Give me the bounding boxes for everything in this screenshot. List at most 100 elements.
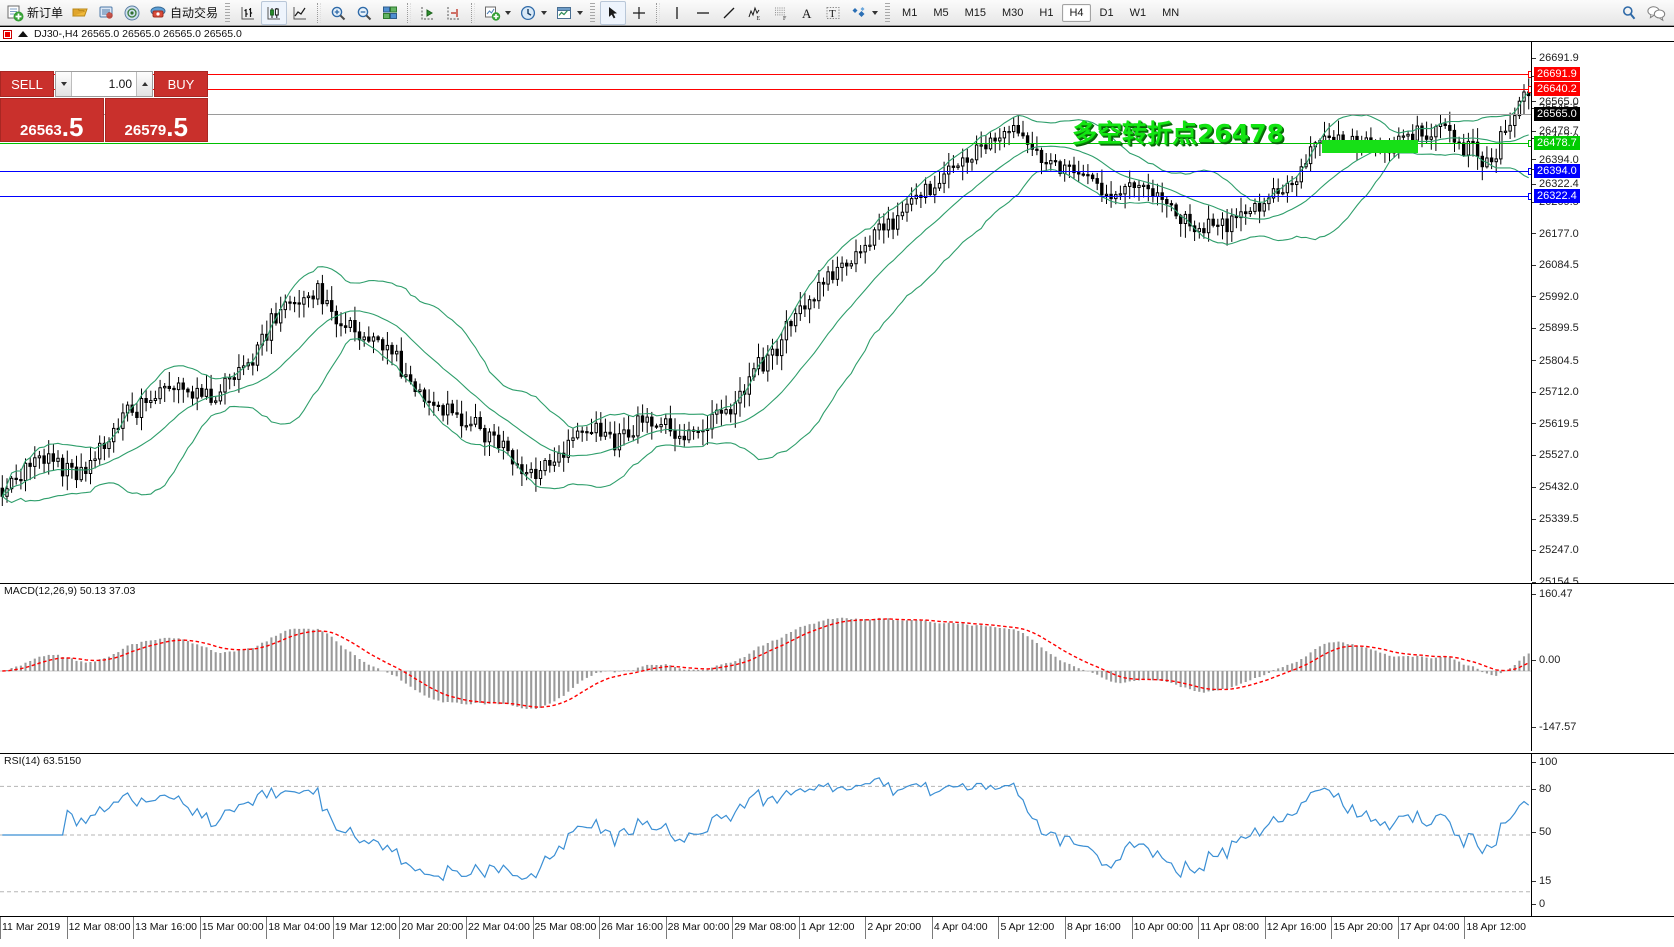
lot-size-input[interactable]: 1.00 [71, 72, 137, 96]
chart-annotation-highlight[interactable] [1322, 140, 1418, 153]
price-plot-area[interactable]: 多空转折点26478 [0, 42, 1531, 581]
chart-shift-button[interactable] [415, 1, 441, 25]
new-order-button[interactable]: 新订单 [2, 1, 67, 25]
minimize-icon[interactable] [18, 31, 28, 37]
buy-price-box[interactable]: 26579 .5 [104, 98, 208, 142]
macd-pane[interactable]: MACD(12,26,9) 50.13 37.03 160.47 0.00 -147… [0, 583, 1674, 751]
timeframe-m1[interactable]: M1 [902, 6, 918, 19]
lot-size-stepper[interactable]: 1.00 [55, 71, 153, 97]
elliott-wave-button[interactable]: E [742, 1, 768, 25]
rsi-tick-100: 100 [1532, 756, 1557, 768]
price-tick-25339-5: 25339.5 [1532, 513, 1579, 525]
chat-icon[interactable] [1646, 4, 1666, 22]
level-line-26691-9[interactable] [0, 71, 1531, 78]
level-line-26322-4[interactable] [0, 193, 1531, 200]
horizontal-line-button[interactable] [690, 1, 716, 25]
time-separator [865, 917, 867, 939]
rsi-pane[interactable]: RSI(14) 63.5150 100 80 50 15 0 11 Mar 2019 12… [0, 753, 1674, 939]
one-click-trading-panel[interactable]: SELL 1.00 BUY 26563 .5 26579 .5 [0, 71, 208, 142]
timeframe-mn[interactable]: MN [1162, 6, 1180, 19]
zoom-in-icon [329, 4, 347, 22]
zoom-out-button[interactable] [351, 1, 377, 25]
macd-tick-000: 0.00 [1532, 654, 1560, 666]
macd-axis[interactable]: 160.47 0.00 -147.57 [1531, 584, 1674, 751]
macd-label: MACD(12,26,9) 50.13 37.03 [4, 585, 136, 597]
lot-decrease-button[interactable] [56, 72, 71, 96]
time-separator [732, 917, 734, 939]
chart-window[interactable]: DJ30-,H4 26565.0 26565.0 26565.0 26565.0… [0, 26, 1674, 947]
timeframe-m15[interactable]: M15 [964, 6, 986, 19]
cursor-icon [604, 4, 622, 22]
macd-plot-area[interactable]: MACD(12,26,9) 50.13 37.03 [0, 584, 1531, 751]
auto-scroll-button[interactable] [441, 1, 467, 25]
level-line-26640-2[interactable] [0, 86, 1531, 93]
chart-annotation-text[interactable]: 多空转折点26478 [1072, 119, 1284, 148]
text-button[interactable]: A [794, 1, 820, 25]
price-label-26322-4[interactable]: 26322.4 [1534, 189, 1580, 203]
periods-button[interactable] [515, 1, 551, 25]
level-line-26478-7[interactable] [0, 140, 1531, 147]
search-icon[interactable] [1620, 4, 1638, 22]
shapes-button[interactable] [846, 1, 882, 25]
vertical-line-button[interactable] [664, 1, 690, 25]
time-tick-15: 5 Apr 12:00 [1000, 921, 1055, 933]
level-line-26394-0[interactable] [0, 168, 1531, 175]
text-label-button[interactable]: T [820, 1, 846, 25]
time-separator [1464, 917, 1466, 939]
elliott-wave-icon: E [746, 4, 764, 22]
zoom-in-button[interactable] [325, 1, 351, 25]
rsi-tick-0: 0 [1532, 898, 1545, 910]
rsi-plot-area[interactable]: RSI(14) 63.5150 [0, 754, 1531, 916]
fibonacci-button[interactable]: F [768, 1, 794, 25]
price-label-26478-7[interactable]: 26478.7 [1534, 136, 1580, 150]
indicators-caret-icon[interactable] [505, 10, 512, 15]
macd-series [0, 617, 1531, 709]
price-label-26565-0[interactable]: 26565.0 [1534, 107, 1580, 121]
indicators-button[interactable] [479, 1, 515, 25]
cursor-button[interactable] [600, 0, 627, 25]
candlestick-chart-button[interactable] [261, 0, 288, 25]
symbol-ohlc-label: DJ30-,H4 26565.0 26565.0 26565.0 26565.0 [34, 28, 242, 40]
sell-button[interactable]: SELL [0, 71, 54, 97]
templates-button[interactable] [551, 1, 587, 25]
terminal-button[interactable] [93, 1, 119, 25]
price-axis[interactable]: 26691.926640.226565.026545.526478.726457… [1531, 42, 1674, 588]
text-label-icon: T [824, 4, 842, 22]
timeframe-m5[interactable]: M5 [933, 6, 949, 19]
signals-button[interactable] [119, 1, 145, 25]
timeframe-d1[interactable]: D1 [1099, 6, 1114, 19]
folder-button[interactable] [67, 1, 93, 25]
time-tick-10: 28 Mar 00:00 [667, 921, 730, 933]
trendline-button[interactable] [716, 1, 742, 25]
price-tick-25432-0: 25432.0 [1532, 481, 1579, 493]
tile-windows-button[interactable] [377, 1, 403, 25]
price-label-26640-2[interactable]: 26640.2 [1534, 82, 1580, 96]
rsi-label: RSI(14) 63.5150 [4, 755, 82, 767]
periods-caret-icon[interactable] [541, 10, 548, 15]
time-separator [931, 917, 933, 939]
autotrade-button[interactable]: 自动交易 [145, 1, 222, 25]
timeframe-h1[interactable]: H1 [1039, 6, 1054, 19]
rsi-axis[interactable]: 100 80 50 15 0 [1531, 754, 1674, 916]
sell-price-box[interactable]: 26563 .5 [0, 98, 104, 142]
fibonacci-icon: F [772, 4, 790, 22]
price-pane[interactable]: 多空转折点26478 26691.926640.226565.026545.52… [0, 41, 1674, 588]
timeframe-h4[interactable]: H4 [1062, 3, 1091, 22]
shapes-caret-icon[interactable] [872, 10, 879, 15]
buy-button[interactable]: BUY [154, 71, 208, 97]
line-chart-button[interactable] [287, 1, 313, 25]
timeframe-m30[interactable]: M30 [1002, 6, 1024, 19]
time-separator [199, 917, 201, 939]
time-tick-9: 26 Mar 16:00 [601, 921, 663, 933]
price-label-26394-0[interactable]: 26394.0 [1534, 164, 1580, 178]
templates-caret-icon[interactable] [577, 10, 584, 15]
timeframe-w1[interactable]: W1 [1129, 6, 1147, 19]
shapes-icon [850, 4, 868, 22]
time-tick-8: 25 Mar 08:00 [534, 921, 597, 933]
time-axis[interactable]: 11 Mar 2019 12 Mar 08:00 13 Mar 16:00 15 Ma… [0, 916, 1674, 939]
price-label-26691-9[interactable]: 26691.9 [1534, 67, 1580, 81]
time-tick-1: 12 Mar 08:00 [68, 921, 131, 933]
bar-chart-button[interactable] [235, 1, 261, 25]
crosshair-button[interactable] [626, 1, 652, 25]
lot-increase-button[interactable] [137, 72, 152, 96]
